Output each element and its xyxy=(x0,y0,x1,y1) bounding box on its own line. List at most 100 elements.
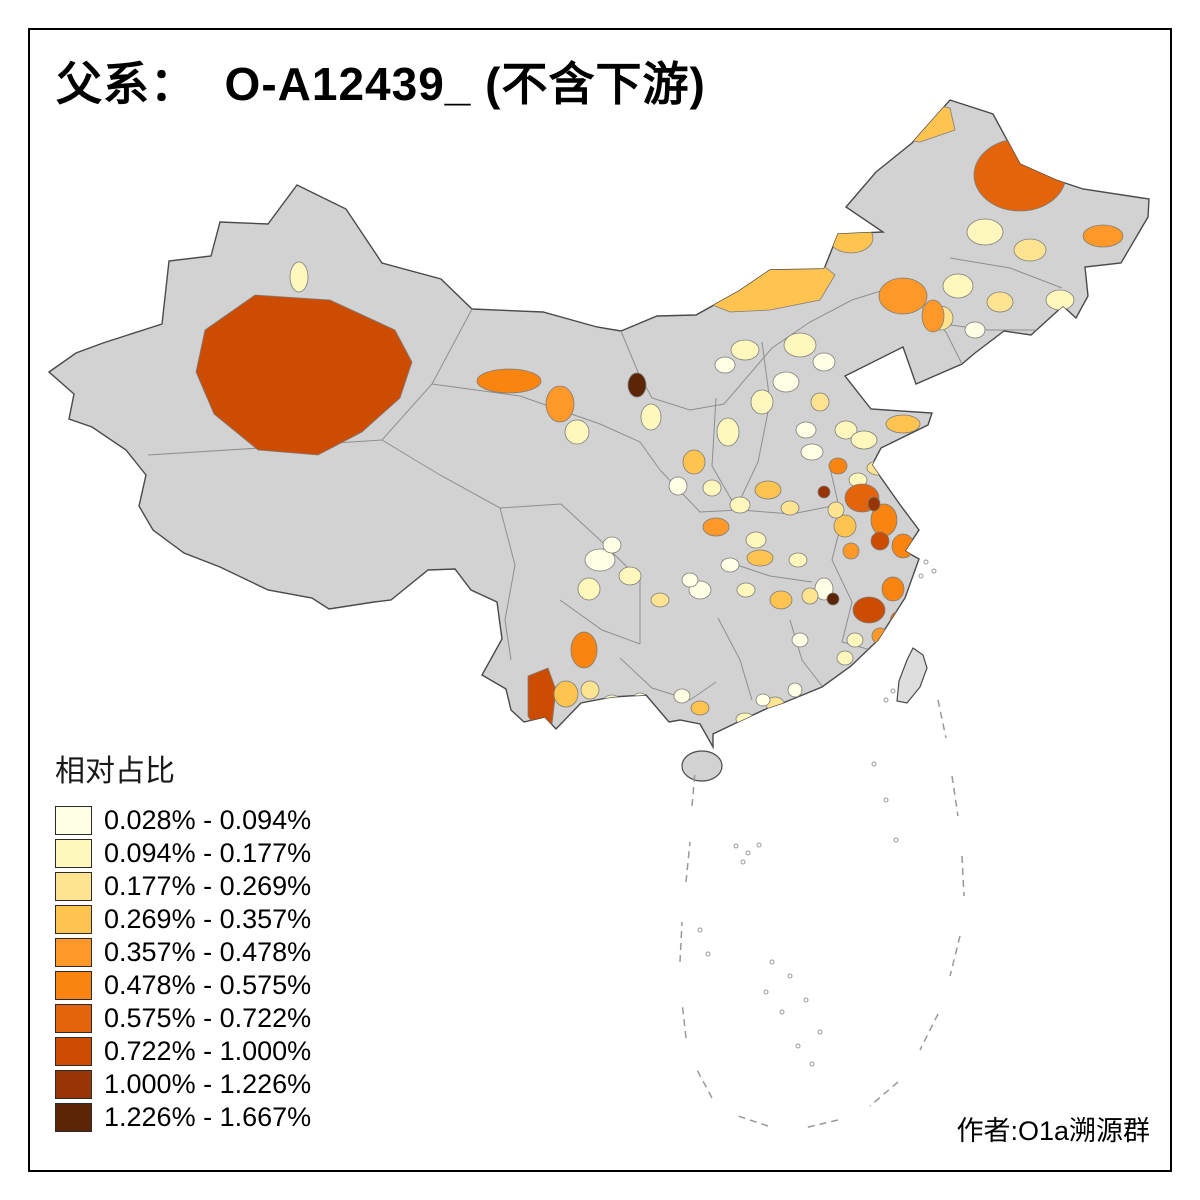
map-region xyxy=(850,430,878,450)
map-region xyxy=(889,610,909,634)
map-region xyxy=(602,536,622,554)
map-region xyxy=(966,218,1004,246)
legend-swatch xyxy=(55,1037,92,1066)
map-region xyxy=(986,291,1014,313)
legend-item: 0.575% - 0.722% xyxy=(55,1002,311,1035)
island-dot xyxy=(817,1029,823,1035)
map-region xyxy=(871,627,889,645)
map-region xyxy=(746,549,774,567)
map-region xyxy=(627,372,647,398)
map-region xyxy=(682,449,706,475)
map-region xyxy=(690,700,710,716)
island-dot xyxy=(883,697,889,703)
map-region xyxy=(833,514,857,538)
map-region xyxy=(791,632,809,648)
island-dot xyxy=(697,927,703,933)
map-region xyxy=(730,339,760,361)
map-region xyxy=(736,582,756,598)
map-region xyxy=(580,680,600,700)
map-region xyxy=(801,587,819,605)
map-region xyxy=(846,632,864,648)
map-region xyxy=(834,420,858,440)
sea-dash xyxy=(919,1013,939,1051)
legend-label: 1.226% - 1.667% xyxy=(104,1102,312,1132)
map-region xyxy=(570,631,598,669)
legend-item: 0.094% - 0.177% xyxy=(55,837,311,870)
sea-dash xyxy=(681,1001,687,1039)
legend-swatch xyxy=(55,1103,92,1132)
legend-item: 0.357% - 0.478% xyxy=(55,936,311,969)
legend-swatch xyxy=(55,1070,92,1099)
island-dot xyxy=(931,568,937,574)
map-region xyxy=(545,385,575,423)
map-region xyxy=(881,576,905,602)
map-region xyxy=(973,138,1067,212)
map-region xyxy=(1045,289,1075,311)
map-region xyxy=(921,299,945,333)
legend-item: 1.226% - 1.667% xyxy=(55,1101,311,1134)
island-dot xyxy=(769,959,775,965)
map-region xyxy=(878,277,928,315)
legend-swatch xyxy=(55,1004,92,1033)
map-region xyxy=(772,371,800,393)
map-region xyxy=(826,592,840,606)
sea-dash xyxy=(803,1119,839,1129)
sea-dash xyxy=(949,935,961,977)
author-credit: 作者:O1a溯源群 xyxy=(956,1116,1150,1146)
legend-label: 0.269% - 0.357% xyxy=(104,904,312,934)
legend: 相对占比 0.028% - 0.094% 0.094% - 0.177% 0.177… xyxy=(55,746,311,1134)
legend-swatch xyxy=(55,971,92,1000)
map-region xyxy=(787,682,803,698)
legend-label: 0.028% - 0.094% xyxy=(104,805,312,835)
map-region xyxy=(754,480,782,500)
map-region xyxy=(745,531,767,549)
map-region xyxy=(891,533,915,559)
legend-items: 0.028% - 0.094% 0.094% - 0.177% 0.177% - 0… xyxy=(55,804,311,1134)
map-region xyxy=(817,485,831,499)
map-region xyxy=(964,321,986,339)
map-region xyxy=(668,476,688,496)
legend-item: 0.028% - 0.094% xyxy=(55,804,311,837)
island-dot xyxy=(745,850,751,856)
island-dot xyxy=(787,973,793,979)
legend-swatch xyxy=(55,872,92,901)
map-region xyxy=(702,517,730,537)
sea-dash xyxy=(691,771,696,807)
island-dot xyxy=(705,951,711,957)
map-region xyxy=(618,566,642,586)
island-dot xyxy=(890,688,896,694)
legend-label: 0.722% - 1.000% xyxy=(104,1036,312,1066)
map-region xyxy=(885,414,921,434)
legend-title: 相对占比 xyxy=(55,755,175,788)
map-region xyxy=(577,577,601,601)
map-region xyxy=(195,294,413,456)
sea-dash xyxy=(869,1081,899,1107)
map-region xyxy=(476,368,542,394)
legend-label: 0.094% - 0.177% xyxy=(104,838,312,868)
map-region xyxy=(828,222,874,254)
legend-swatch xyxy=(55,806,92,835)
sea-dash xyxy=(695,1067,713,1099)
island-dot xyxy=(740,859,746,865)
island-dot xyxy=(803,997,809,1003)
map-region xyxy=(852,596,886,624)
map-region xyxy=(714,356,736,374)
legend-item: 0.269% - 0.357% xyxy=(55,903,311,936)
hainan-island xyxy=(681,750,723,782)
legend-swatch xyxy=(55,839,92,868)
island-dot xyxy=(918,573,924,579)
map-region xyxy=(769,590,793,610)
sea-dash xyxy=(961,855,965,897)
taiwan-island xyxy=(896,647,928,704)
island-dot xyxy=(733,843,739,849)
sea-dash xyxy=(951,775,959,817)
map-title: 父系： O-A12439_ (不含下游) xyxy=(56,58,706,110)
map-region xyxy=(750,389,774,415)
map-region xyxy=(755,693,771,707)
sea-dash xyxy=(685,841,691,883)
legend-label: 0.575% - 0.722% xyxy=(104,1003,312,1033)
map-region xyxy=(828,457,848,475)
map-region xyxy=(842,542,860,560)
